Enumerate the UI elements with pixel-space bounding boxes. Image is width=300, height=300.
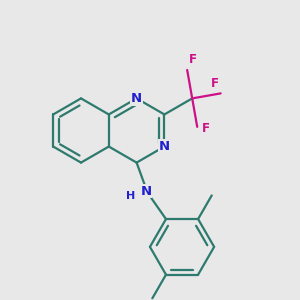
Text: F: F [189,53,197,66]
Text: F: F [211,77,219,90]
Text: F: F [202,122,210,135]
Text: N: N [159,140,170,153]
Text: H: H [127,191,136,201]
Text: N: N [140,185,152,198]
Text: N: N [131,92,142,105]
